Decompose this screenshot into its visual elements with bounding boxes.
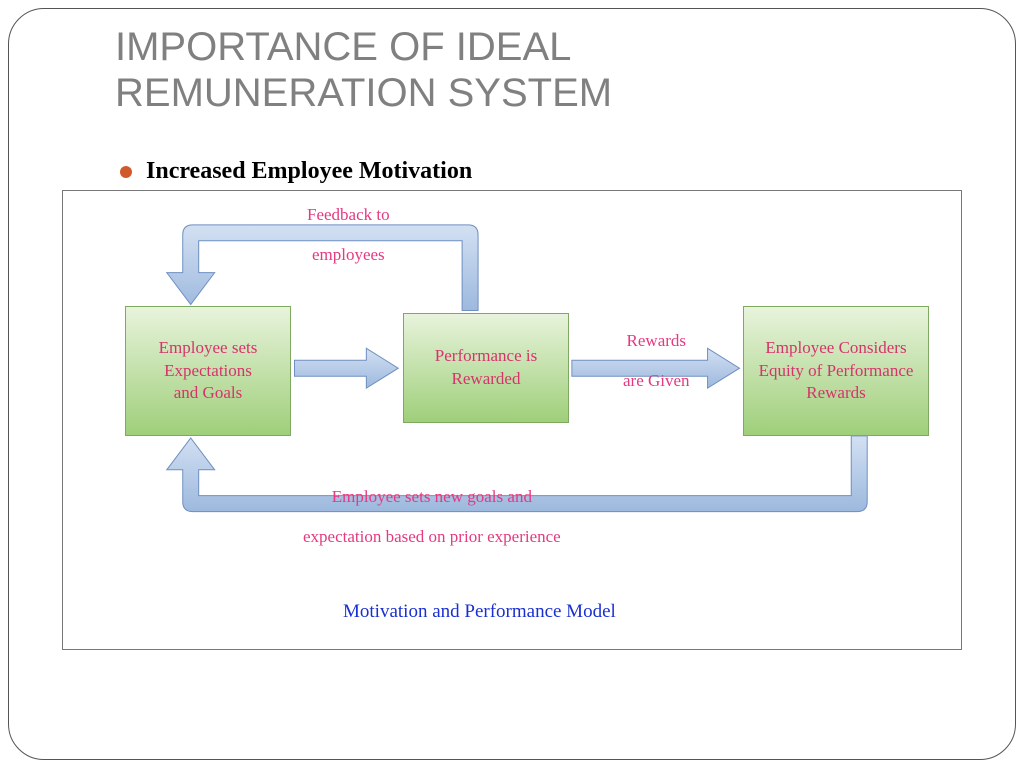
node-label: Employee Considers Equity of Performance… (759, 337, 914, 406)
diagram-container: Employee sets Expectations and Goals Per… (62, 190, 962, 650)
node-equity-consideration: Employee Considers Equity of Performance… (743, 306, 929, 436)
bullet-dot-icon (120, 166, 132, 178)
node-employee-sets-expectations: Employee sets Expectations and Goals (125, 306, 291, 436)
page-title: IMPORTANCE OF IDEAL REMUNERATION SYSTEM (115, 24, 612, 116)
edge-label-rewards: Rewards are Given (623, 331, 690, 391)
node-performance-rewarded: Performance is Rewarded (403, 313, 569, 423)
bullet-item: Increased Employee Motivation (120, 158, 472, 185)
arrow-e1 (294, 348, 398, 388)
node-label: Employee sets Expectations and Goals (159, 337, 258, 406)
edge-label-new-goals: Employee sets new goals and expectation … (303, 487, 561, 547)
edge-label-feedback: Feedback to employees (307, 205, 390, 265)
node-label: Performance is Rewarded (435, 345, 537, 391)
title-text: IMPORTANCE OF IDEAL REMUNERATION SYSTEM (115, 25, 612, 115)
diagram-caption: Motivation and Performance Model (343, 601, 616, 623)
flowchart: Employee sets Expectations and Goals Per… (63, 191, 961, 649)
bullet-text: Increased Employee Motivation (146, 158, 472, 185)
